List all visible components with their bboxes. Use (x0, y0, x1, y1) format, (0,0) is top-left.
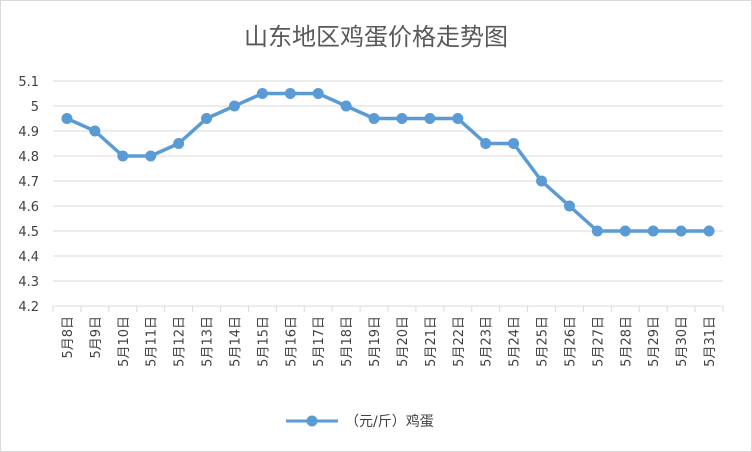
x-tick-label: 5月15日 (256, 316, 271, 367)
data-point (591, 225, 603, 237)
legend-marker (306, 415, 318, 427)
series-line (66, 91, 710, 233)
gridlines (53, 80, 723, 307)
data-point (61, 113, 73, 124)
y-axis-ticks: 4.2 4.3 4.4 4.5 4.6 4.7 4.8 4.9 5 5.1 (18, 75, 39, 315)
x-tick-label: 5月17日 (312, 316, 327, 367)
data-point (284, 88, 296, 99)
x-tick-label: 5月28日 (619, 316, 634, 367)
x-tick-label: 5月29日 (647, 316, 662, 367)
legend-label: （元/斤）鸡蛋 (345, 413, 434, 430)
data-point (340, 100, 352, 112)
data-point (312, 88, 324, 99)
data-point (396, 113, 408, 124)
x-tick-label: 5月14日 (228, 316, 243, 367)
y-tick-label: 5 (31, 100, 39, 115)
data-point (452, 113, 464, 124)
x-tick-label: 5月16日 (284, 316, 299, 367)
x-tick-label: 5月12日 (173, 316, 188, 367)
data-point (675, 225, 687, 237)
y-tick-label: 4.7 (18, 175, 39, 190)
x-tick-label: 5月11日 (145, 316, 160, 367)
data-point (201, 113, 213, 124)
x-tick-label: 5月20日 (396, 316, 411, 367)
legend: （元/斤）鸡蛋 (286, 413, 434, 430)
x-tick-label: 5月31日 (703, 316, 718, 367)
data-point (647, 225, 659, 237)
series-layer (61, 88, 715, 237)
x-tick-label: 5月25日 (536, 316, 551, 367)
data-point (703, 225, 715, 237)
data-point (145, 150, 157, 162)
x-tick-label: 5月10日 (117, 316, 132, 367)
x-tick-label: 5月22日 (452, 316, 467, 367)
y-tick-label: 4.6 (18, 200, 39, 215)
data-point (424, 113, 436, 124)
y-tick-label: 4.5 (18, 225, 39, 240)
x-tick-label: 5月13日 (201, 316, 216, 367)
y-tick-label: 4.4 (18, 250, 39, 265)
data-point (480, 138, 492, 149)
data-point (368, 113, 380, 124)
x-tick-label: 5月24日 (508, 316, 523, 367)
y-tick-label: 4.2 (18, 300, 39, 315)
x-tick-label: 5月21日 (424, 316, 439, 367)
chart-title: 山东地区鸡蛋价格走势图 (244, 23, 508, 51)
x-tick-label: 5月27日 (591, 316, 606, 367)
x-tick-label: 5月9日 (89, 316, 104, 359)
data-point (256, 88, 268, 99)
data-point (228, 100, 240, 112)
x-tick-label: 5月18日 (340, 316, 355, 367)
data-point (173, 138, 185, 149)
x-tick-label: 5月23日 (480, 316, 495, 367)
data-point (117, 150, 129, 162)
y-tick-label: 4.9 (18, 125, 39, 140)
data-point (536, 175, 548, 187)
x-tick-label: 5月19日 (368, 316, 383, 367)
y-tick-label: 4.8 (18, 150, 39, 165)
x-axis-ticks: 5月8日 5月9日 5月10日 5月11日 5月12日 5月13日 5月14日 5月15日 5月… (52, 306, 724, 367)
data-point (563, 200, 575, 212)
data-point (619, 225, 631, 237)
data-point (508, 138, 520, 149)
data-point (89, 125, 101, 137)
y-tick-label: 5.1 (18, 75, 39, 90)
x-tick-label: 5月26日 (563, 316, 578, 367)
x-tick-label: 5月8日 (61, 316, 76, 359)
y-tick-label: 4.3 (18, 275, 39, 290)
x-tick-label: 5月30日 (675, 316, 690, 367)
